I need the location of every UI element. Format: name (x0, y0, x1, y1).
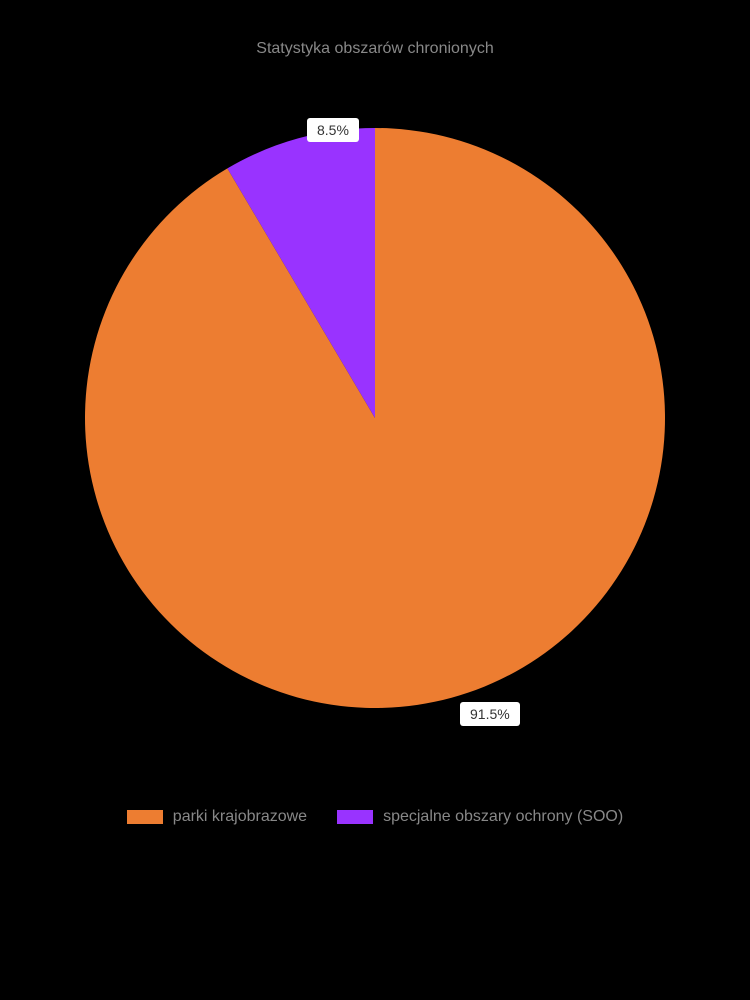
legend-swatch-soo (337, 810, 373, 824)
chart-legend: parki krajobrazowe specjalne obszary och… (127, 808, 623, 826)
slice-label-parki: 91.5% (460, 702, 520, 726)
legend-label-soo: specjalne obszary ochrony (SOO) (383, 808, 623, 826)
chart-title: Statystyka obszarów chronionych (256, 40, 493, 58)
legend-item-soo: specjalne obszary ochrony (SOO) (337, 808, 623, 826)
pie-chart-svg (75, 118, 675, 718)
legend-label-parki: parki krajobrazowe (173, 808, 307, 826)
legend-item-parki: parki krajobrazowe (127, 808, 307, 826)
slice-label-soo: 8.5% (307, 118, 359, 142)
pie-chart-container: 8.5% 91.5% (75, 118, 675, 718)
legend-swatch-parki (127, 810, 163, 824)
